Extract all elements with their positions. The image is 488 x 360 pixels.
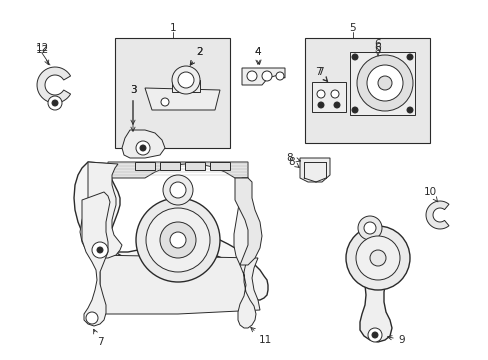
Polygon shape	[425, 201, 448, 229]
Polygon shape	[242, 68, 285, 85]
Text: 3: 3	[129, 85, 136, 131]
Polygon shape	[74, 162, 267, 300]
Polygon shape	[37, 67, 70, 103]
Polygon shape	[122, 130, 164, 158]
Circle shape	[170, 232, 185, 248]
Polygon shape	[349, 52, 414, 115]
Polygon shape	[311, 82, 346, 112]
Circle shape	[92, 242, 108, 258]
Circle shape	[351, 107, 357, 113]
Polygon shape	[108, 162, 247, 178]
Circle shape	[48, 96, 62, 110]
Circle shape	[377, 76, 391, 90]
Circle shape	[371, 332, 377, 338]
Circle shape	[355, 236, 399, 280]
Text: 7: 7	[314, 67, 326, 81]
Polygon shape	[299, 158, 329, 182]
Bar	[115, 38, 229, 148]
Circle shape	[52, 100, 58, 106]
Circle shape	[363, 222, 375, 234]
Text: 6: 6	[374, 39, 381, 52]
Text: 12: 12	[35, 45, 49, 64]
Polygon shape	[145, 88, 220, 110]
Circle shape	[86, 312, 98, 324]
Text: 11: 11	[250, 328, 271, 345]
Circle shape	[170, 182, 185, 198]
Polygon shape	[86, 255, 260, 314]
Text: 5: 5	[349, 23, 356, 33]
Text: 8: 8	[286, 153, 300, 163]
Circle shape	[246, 71, 257, 81]
Circle shape	[262, 71, 271, 81]
Circle shape	[161, 98, 169, 106]
Circle shape	[346, 226, 409, 290]
Text: 8: 8	[288, 157, 299, 167]
Circle shape	[160, 222, 196, 258]
Circle shape	[330, 90, 338, 98]
Circle shape	[406, 54, 412, 60]
Circle shape	[356, 55, 412, 111]
Text: 7: 7	[316, 67, 327, 82]
Circle shape	[367, 328, 381, 342]
Circle shape	[163, 175, 193, 205]
Bar	[135, 162, 155, 170]
Polygon shape	[359, 218, 391, 342]
Polygon shape	[235, 178, 262, 265]
Circle shape	[178, 72, 194, 88]
Circle shape	[140, 145, 146, 151]
Text: 2: 2	[190, 47, 203, 65]
Polygon shape	[234, 178, 256, 328]
Bar	[209, 162, 229, 170]
Bar	[184, 162, 204, 170]
Circle shape	[351, 54, 357, 60]
Text: 4: 4	[254, 47, 261, 64]
Circle shape	[136, 198, 220, 282]
Circle shape	[357, 216, 381, 240]
Polygon shape	[80, 162, 122, 258]
Text: 7: 7	[94, 329, 103, 347]
Text: 6: 6	[374, 43, 381, 56]
Polygon shape	[82, 192, 110, 326]
Circle shape	[369, 250, 385, 266]
Text: 4: 4	[254, 47, 261, 64]
Circle shape	[316, 90, 325, 98]
Circle shape	[97, 247, 103, 253]
Circle shape	[136, 141, 150, 155]
Circle shape	[275, 72, 284, 80]
Text: 3: 3	[129, 85, 136, 124]
Circle shape	[333, 102, 339, 108]
Text: 1: 1	[169, 23, 176, 33]
Bar	[305, 38, 429, 143]
Circle shape	[146, 208, 209, 272]
Text: 9: 9	[387, 335, 405, 345]
Text: 12: 12	[35, 43, 48, 53]
Text: 10: 10	[423, 187, 437, 202]
Text: 2: 2	[190, 47, 203, 65]
Polygon shape	[172, 80, 200, 92]
Circle shape	[172, 66, 200, 94]
Circle shape	[317, 102, 324, 108]
Circle shape	[366, 65, 402, 101]
Bar	[160, 162, 180, 170]
Circle shape	[406, 107, 412, 113]
